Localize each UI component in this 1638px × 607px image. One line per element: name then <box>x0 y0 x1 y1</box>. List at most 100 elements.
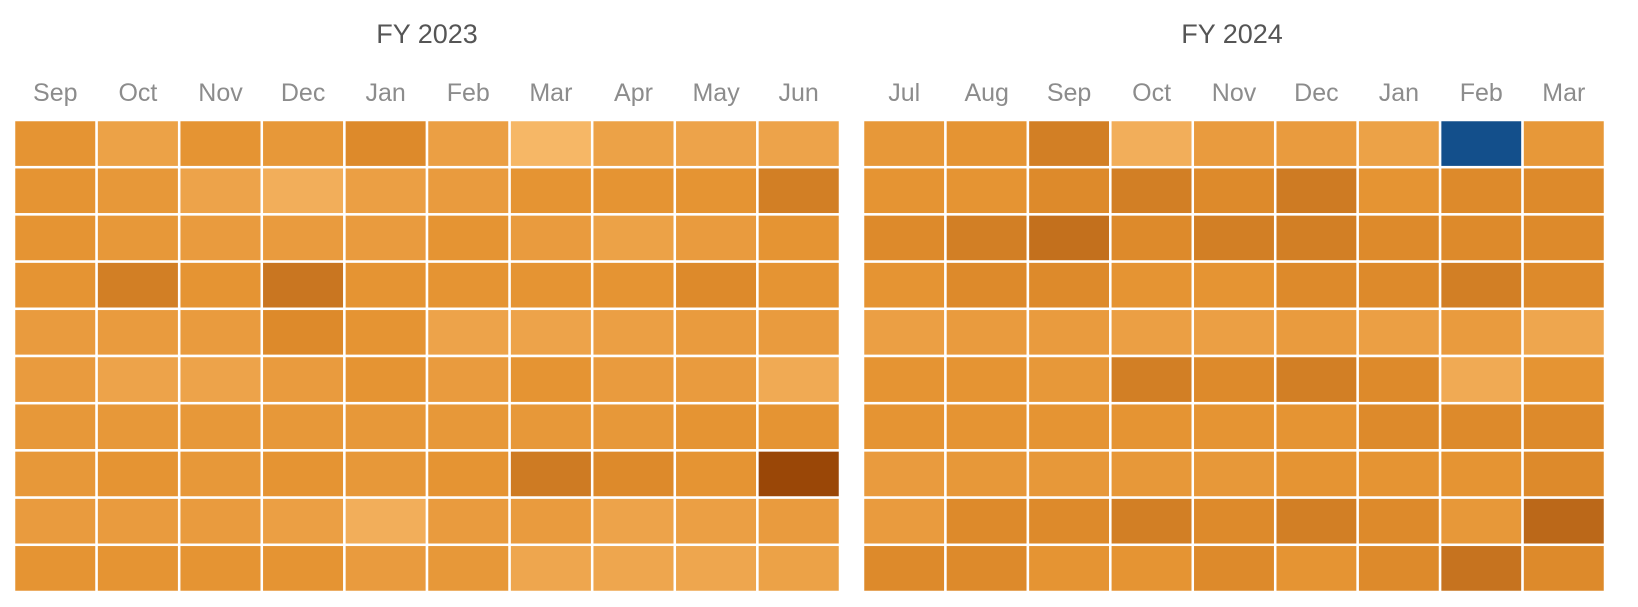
heatmap-cell <box>944 213 1030 263</box>
heatmap-cell <box>861 307 947 358</box>
heatmap-cell <box>343 449 429 499</box>
heatmap-cell <box>343 307 429 358</box>
heatmap-cell <box>425 307 511 358</box>
heatmap-cell <box>12 354 98 405</box>
heatmap-cell <box>1521 165 1607 216</box>
month-label-aug: Aug <box>964 79 1008 107</box>
month-label-sep: Sep <box>33 79 77 107</box>
heatmap-cell <box>95 449 181 499</box>
heatmap-cell <box>861 543 947 594</box>
heatmap-cell <box>944 449 1030 499</box>
heatmap-cell <box>425 401 511 452</box>
heatmap-cell <box>12 496 98 547</box>
heatmap-cell <box>508 449 594 499</box>
heatmap-cell <box>1356 213 1442 263</box>
month-label-mar: Mar <box>529 79 572 107</box>
heatmap-cell <box>590 354 677 405</box>
heatmap-cell <box>425 260 511 311</box>
heatmap-cell <box>12 213 98 263</box>
heatmap-cell <box>1356 401 1442 452</box>
heatmap-cell <box>1273 354 1359 405</box>
heatmap-cell <box>673 449 759 499</box>
heatmap-cell <box>673 260 759 311</box>
month-label-jan: Jan <box>366 79 406 107</box>
heatmap-cell <box>177 260 264 311</box>
heatmap-cell <box>343 354 429 405</box>
heatmap-cell <box>343 165 429 216</box>
heatmap-cell <box>1109 354 1195 405</box>
heatmap-cell <box>756 165 842 216</box>
heatmap-cell <box>12 165 98 216</box>
heatmap-cell <box>861 496 947 547</box>
heatmap-cell <box>1521 118 1607 169</box>
heatmap-cell <box>508 543 594 594</box>
heatmap-cell <box>508 213 594 263</box>
heatmap-cell <box>673 165 759 216</box>
month-label-jun: Jun <box>779 79 819 107</box>
heatmap-cell-highlight <box>1438 118 1524 169</box>
heatmap-cell <box>95 354 181 405</box>
heatmap-cell <box>343 496 429 547</box>
heatmap-cell <box>944 543 1030 594</box>
heatmap-cell <box>177 354 264 405</box>
heatmap-cell <box>1191 449 1277 499</box>
month-label-may: May <box>692 79 740 107</box>
heatmap-cell <box>944 496 1030 547</box>
heatmap-cell <box>1026 118 1112 169</box>
heatmap-cell <box>95 543 181 594</box>
heatmap-cell <box>1521 213 1607 263</box>
heatmap-cell <box>1191 165 1277 216</box>
panel-title-fy2024: FY 2024 <box>1181 19 1283 49</box>
heatmap-cell <box>944 401 1030 452</box>
heatmap-cell <box>177 543 264 594</box>
heatmap-cell <box>1438 496 1524 547</box>
month-label-nov: Nov <box>198 79 243 107</box>
heatmap-cell <box>1026 543 1112 594</box>
heatmap-cell <box>1026 449 1112 499</box>
heatmap-cell <box>177 401 264 452</box>
heatmap-cell <box>1273 118 1359 169</box>
heatmap-cell <box>260 165 346 216</box>
heatmap-cell <box>260 449 346 499</box>
heatmap-cells-fy2023 <box>12 118 842 594</box>
heatmap-cell <box>1109 496 1195 547</box>
heatmap-cell <box>1273 307 1359 358</box>
heatmap-cell <box>95 496 181 547</box>
heatmap-cell <box>260 213 346 263</box>
heatmap-cell <box>590 260 677 311</box>
heatmap-cell <box>756 496 842 547</box>
heatmap-cell <box>590 401 677 452</box>
heatmap-cell <box>1026 401 1112 452</box>
heatmap-cell <box>12 449 98 499</box>
heatmap-cell <box>756 213 842 263</box>
heatmap-cell <box>1438 401 1524 452</box>
heatmap-cell <box>177 213 264 263</box>
heatmap-cell <box>508 496 594 547</box>
heatmap-cell <box>508 354 594 405</box>
heatmap-cell <box>1026 496 1112 547</box>
heatmap-cell <box>343 260 429 311</box>
heatmap-cell <box>1191 118 1277 169</box>
heatmap-cell <box>260 543 346 594</box>
heatmap-cell <box>1521 543 1607 594</box>
month-label-nov: Nov <box>1212 79 1257 107</box>
month-label-oct: Oct <box>118 79 157 107</box>
heatmap-cell <box>756 354 842 405</box>
month-label-mar: Mar <box>1542 79 1585 107</box>
heatmap-cell <box>425 354 511 405</box>
heatmap-cells-fy2024 <box>861 118 1607 594</box>
heatmap-cell <box>756 401 842 452</box>
heatmap-cell <box>1273 496 1359 547</box>
heatmap-cell <box>1026 307 1112 358</box>
heatmap-cell <box>590 213 677 263</box>
heatmap-cell <box>425 118 511 169</box>
heatmap-cell <box>861 449 947 499</box>
heatmap-cell <box>177 449 264 499</box>
heatmap-cell <box>673 496 759 547</box>
heatmap-cell <box>12 118 98 169</box>
heatmap-cell <box>95 260 181 311</box>
heatmap-cell <box>1026 165 1112 216</box>
heatmap-cell <box>260 260 346 311</box>
heatmap-cell <box>260 354 346 405</box>
heatmap-cell <box>1273 543 1359 594</box>
